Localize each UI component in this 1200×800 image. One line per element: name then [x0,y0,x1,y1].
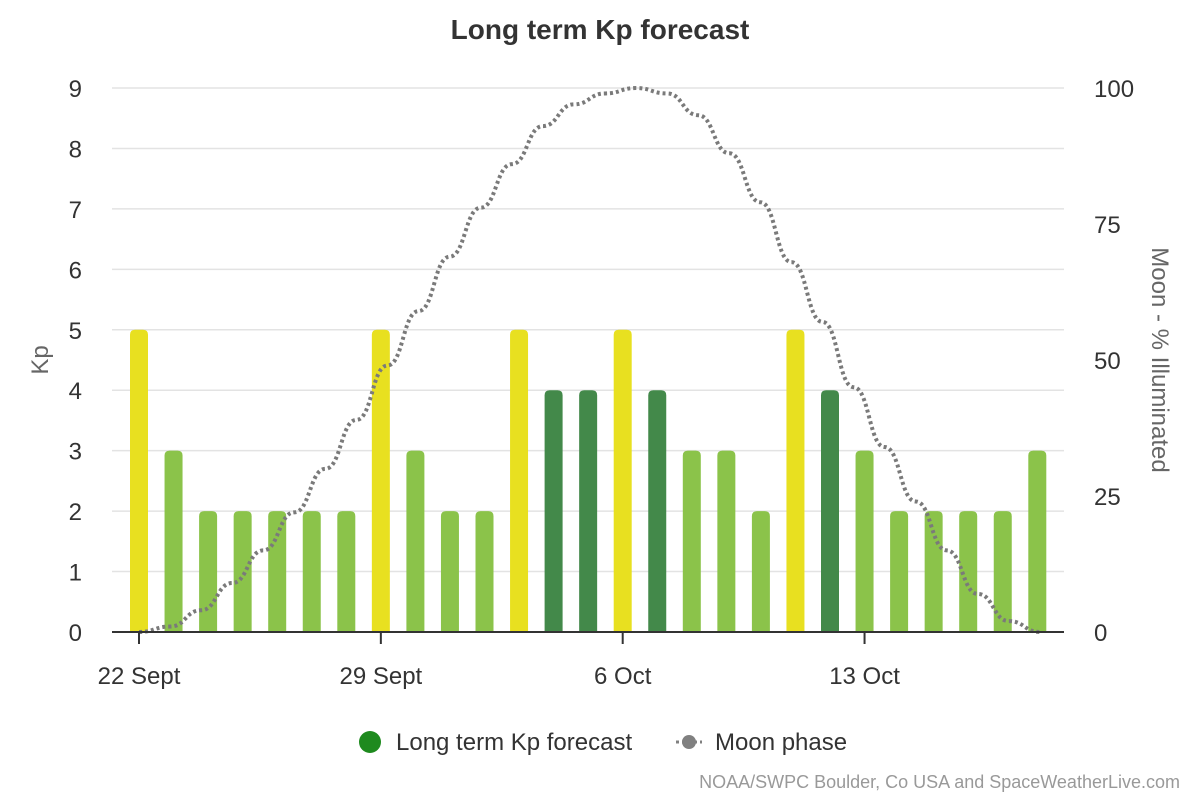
kp-bar [440,511,459,632]
legend-moon-marker [682,735,696,749]
legend-kp-label: Long term Kp forecast [396,729,632,756]
kp-bar [682,450,701,632]
legend-kp-marker [359,731,381,753]
kp-bar [337,511,356,632]
chart-title: Long term Kp forecast [450,14,750,45]
y-tick-label: 7 [69,197,82,224]
x-tick-label: 6 Oct [594,663,652,690]
credit-text: NOAA/SWPC Boulder, Co USA and SpaceWeath… [699,772,1180,792]
axes: 0 1 2 3 4 5 6 7 8 9 0 25 50 75 100 22 Sept 29 Sept 6 Oct 1… [27,76,1173,690]
kp-bar [613,329,632,632]
kp-bar [130,329,148,632]
kp-bar [233,511,252,632]
kp-bar [890,511,909,632]
kp-bar [821,390,839,632]
kp-bars [130,329,1047,632]
kp-bar [717,450,736,632]
legend-moon-label: Moon phase [715,729,847,756]
y-tick-label: 2 [69,499,82,526]
y2-tick-label: 0 [1094,620,1107,647]
kp-bar [164,450,183,632]
moon-phase-path [138,85,1041,634]
kp-bar [924,511,943,632]
y-tick-label: 4 [69,378,82,405]
kp-bar [786,329,805,632]
kp-bar [475,511,494,632]
x-tick-label: 22 Sept [98,663,181,690]
y-axis-title: Kp [27,345,54,374]
y-tick-label: 9 [69,76,82,103]
kp-bar [993,511,1012,632]
y2-tick-label: 50 [1094,348,1121,375]
y-tick-label: 3 [69,439,82,466]
y-tick-label: 0 [69,620,82,647]
kp-bar [579,390,598,632]
kp-bar [544,390,563,632]
kp-bar [268,511,287,632]
legend: Long term Kp forecast Moon phase [359,729,847,756]
x-tick-label: 29 Sept [339,663,422,690]
kp-bar [1028,450,1047,632]
kp-bar [959,511,978,632]
kp-bar [302,511,321,632]
kp-bar [648,390,667,632]
kp-bar [406,450,425,632]
y2-tick-label: 25 [1094,484,1121,511]
y2-tick-label: 100 [1094,76,1134,103]
x-tick-label: 13 Oct [829,663,900,690]
kp-bar [371,329,390,632]
y-tick-label: 1 [69,560,82,587]
y-tick-label: 6 [69,257,82,284]
y2-axis-title: Moon - % Illuminated [1146,247,1173,472]
moon-phase-line [138,85,1041,634]
kp-bar [855,450,874,632]
y2-tick-label: 75 [1094,212,1121,239]
y-tick-label: 8 [69,136,82,163]
kp-bar [751,511,770,632]
y-tick-label: 5 [69,318,82,345]
kp-bar [199,511,218,632]
kp-bar [510,329,529,632]
